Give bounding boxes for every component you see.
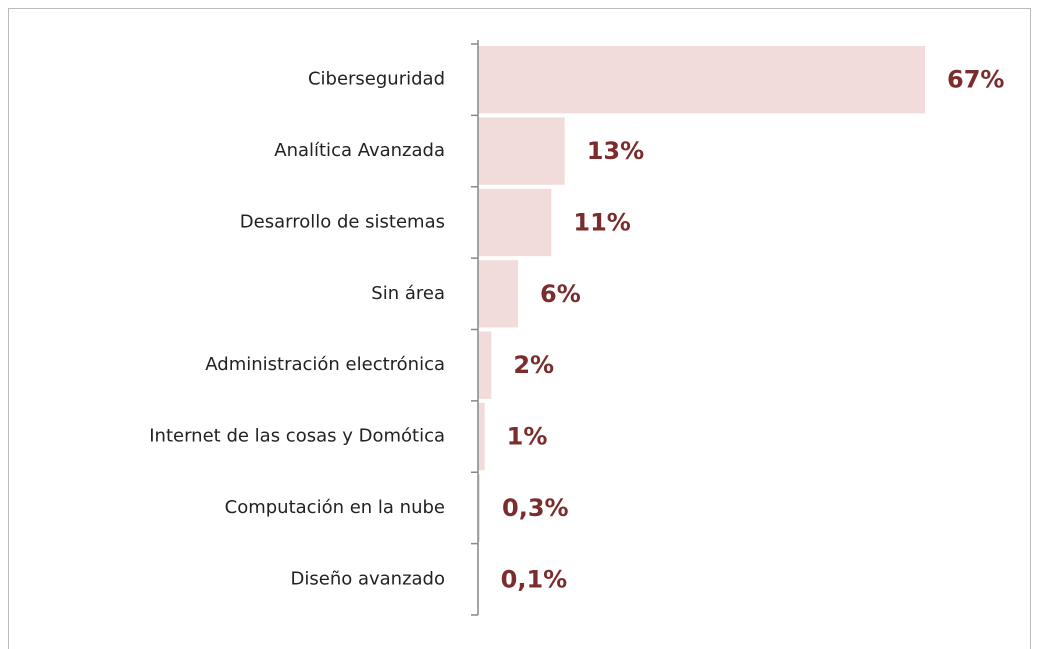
category-label: Ciberseguridad	[308, 69, 445, 90]
category-label: Desarrollo de sistemas	[240, 211, 445, 232]
bar	[478, 260, 519, 328]
value-label: 67%	[947, 66, 1004, 94]
bar	[478, 46, 925, 114]
bar	[478, 331, 492, 399]
value-label: 0,3%	[502, 494, 569, 522]
bar	[478, 188, 552, 257]
value-label: 0,1%	[501, 565, 568, 593]
category-label: Diseño avanzado	[291, 568, 446, 589]
category-label: Computación en la nube	[225, 497, 445, 518]
category-label: Administración electrónica	[205, 354, 445, 375]
value-label: 1%	[507, 423, 548, 451]
category-label: Analítica Avanzada	[274, 140, 445, 161]
value-label: 13%	[587, 137, 644, 165]
frame	[8, 8, 1031, 649]
category-label: Internet de las cosas y Domótica	[149, 426, 445, 447]
category-label: Sin área	[371, 283, 445, 304]
bar	[478, 117, 565, 185]
bar	[478, 474, 481, 542]
value-label: 2%	[513, 351, 554, 379]
value-label: 11%	[573, 208, 630, 236]
value-label: 6%	[540, 280, 581, 308]
bar	[478, 402, 485, 471]
